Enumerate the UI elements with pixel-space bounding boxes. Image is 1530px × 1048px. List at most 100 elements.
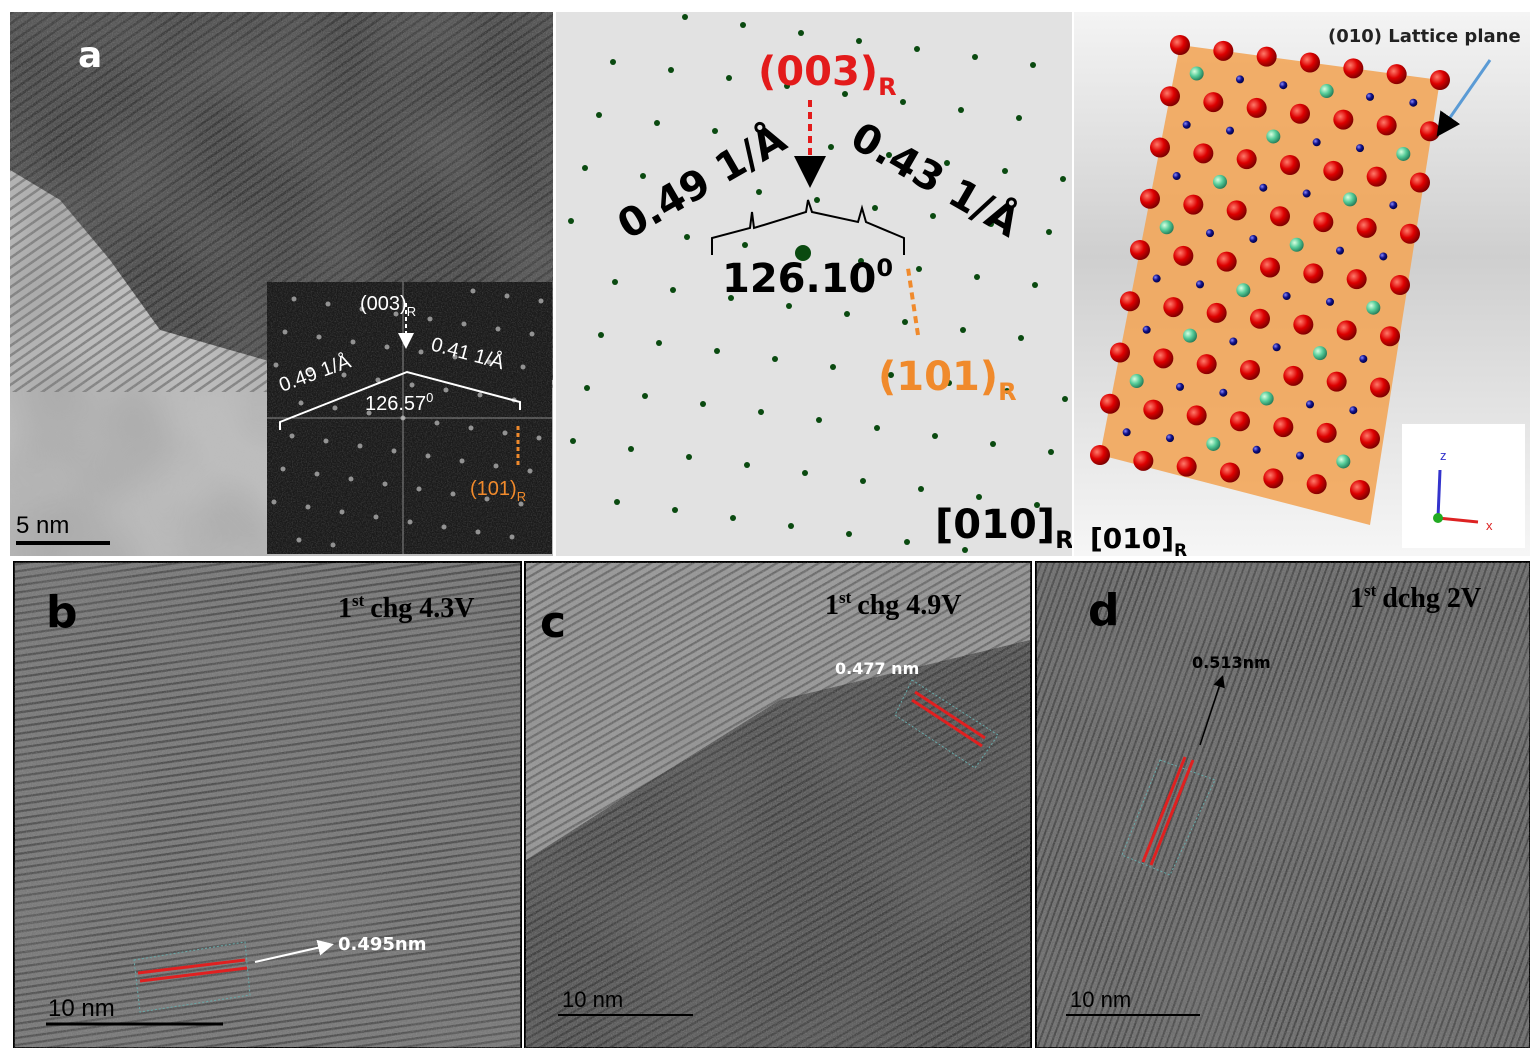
decor xyxy=(1430,70,1450,90)
decor xyxy=(1293,315,1313,335)
decor xyxy=(1236,75,1244,83)
decor xyxy=(916,266,922,272)
decor xyxy=(700,401,706,407)
decor xyxy=(668,67,674,73)
decor xyxy=(428,317,433,322)
decor xyxy=(272,500,277,505)
decor xyxy=(521,365,526,370)
decor xyxy=(1420,121,1440,141)
decor xyxy=(786,303,792,309)
decor xyxy=(1227,200,1247,220)
decor xyxy=(1123,428,1131,436)
decor xyxy=(1213,41,1233,61)
decor xyxy=(1110,343,1130,363)
spacing-label: 0.477 nm xyxy=(835,659,919,678)
decor xyxy=(1333,110,1353,130)
decor xyxy=(1206,229,1214,237)
panel-label: b xyxy=(46,587,78,638)
decor xyxy=(830,364,836,370)
decor xyxy=(478,393,483,398)
decor xyxy=(476,530,481,535)
decor xyxy=(598,332,604,338)
decor xyxy=(1062,396,1068,402)
decor xyxy=(1140,189,1160,209)
decor xyxy=(419,350,424,355)
decor xyxy=(1240,360,1260,380)
panel-diffraction: (003)R 0.49 1/Å 0.43 1/Å 126.100 (101)R … xyxy=(556,12,1074,556)
spacing-label: 0.495nm xyxy=(338,934,427,955)
panel-model: (010) Lattice plane [010]R z x xyxy=(1074,12,1530,561)
decor xyxy=(860,478,866,484)
decor xyxy=(1183,329,1197,343)
decor xyxy=(451,492,456,497)
decor xyxy=(1270,206,1290,226)
angle-label: 126.100 xyxy=(722,254,893,302)
decor xyxy=(1379,252,1387,260)
decor xyxy=(596,112,602,118)
decor xyxy=(528,469,533,474)
decor xyxy=(1273,417,1293,437)
panel-label: c xyxy=(540,597,566,648)
decor xyxy=(1347,269,1367,289)
decor xyxy=(610,59,616,65)
decor xyxy=(1410,173,1430,193)
decor xyxy=(1002,168,1008,174)
decor xyxy=(828,144,834,150)
decor xyxy=(1183,195,1203,215)
decor xyxy=(1193,143,1213,163)
decor xyxy=(340,510,345,515)
decor xyxy=(1160,220,1174,234)
decor xyxy=(539,299,544,304)
decor xyxy=(1323,161,1343,181)
decor xyxy=(874,425,880,431)
decor xyxy=(317,335,322,340)
decor xyxy=(744,462,750,468)
decor xyxy=(914,46,920,52)
decor xyxy=(1030,62,1036,68)
decor xyxy=(568,218,574,224)
decor xyxy=(1343,58,1363,78)
decor xyxy=(972,54,978,60)
decor xyxy=(1366,301,1380,315)
decor xyxy=(1273,343,1281,351)
decor xyxy=(1160,86,1180,106)
decor xyxy=(656,340,662,346)
decor xyxy=(1283,292,1291,300)
decor xyxy=(1367,167,1387,187)
decor xyxy=(1207,303,1227,323)
decor xyxy=(902,319,908,325)
decor xyxy=(584,385,590,391)
decor xyxy=(1048,449,1054,455)
decor xyxy=(1296,452,1304,460)
decor xyxy=(299,401,304,406)
decor xyxy=(505,294,510,299)
decor xyxy=(392,449,397,454)
decor xyxy=(469,426,474,431)
decor xyxy=(1253,446,1261,454)
panel-label: a xyxy=(78,35,102,76)
decor xyxy=(904,539,910,545)
axis-label: x xyxy=(1486,518,1493,533)
decor xyxy=(772,356,778,362)
decor xyxy=(358,444,363,449)
angle-label: 126.570 xyxy=(365,390,433,415)
decor xyxy=(1400,224,1420,244)
decor xyxy=(798,30,804,36)
decor xyxy=(333,406,338,411)
decor xyxy=(1196,280,1204,288)
decor xyxy=(1300,53,1320,73)
decor xyxy=(510,535,515,540)
decor xyxy=(1176,383,1184,391)
decor xyxy=(351,340,356,345)
decor xyxy=(628,446,634,452)
decor xyxy=(726,75,732,81)
decor xyxy=(331,543,336,548)
decor xyxy=(844,311,850,317)
decor xyxy=(1226,127,1234,135)
decor xyxy=(686,454,692,460)
decor xyxy=(1260,392,1274,406)
decor xyxy=(1120,291,1140,311)
decor xyxy=(1349,406,1357,414)
decor xyxy=(1290,104,1310,124)
